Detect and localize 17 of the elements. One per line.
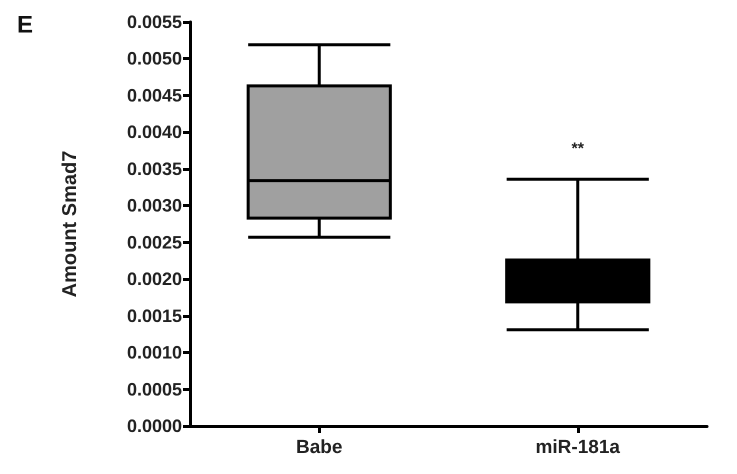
y-tick-label: 0.0010 (126, 342, 182, 363)
chart-title: E (17, 12, 34, 38)
y-tick-label: 0.0045 (126, 85, 182, 106)
x-tick-label: Babe (296, 437, 342, 458)
x-tick-label: miR-181a (536, 437, 620, 458)
annotation: ** (572, 140, 585, 158)
y-tick-label: 0.0000 (126, 416, 182, 436)
y-tick-label: 0.0055 (126, 12, 182, 32)
y-tick-label: 0.0015 (126, 306, 182, 326)
y-tick-label: 0.0020 (126, 269, 182, 290)
y-tick-label: 0.0035 (126, 158, 182, 179)
y-tick-label: 0.0025 (126, 232, 182, 252)
y-tick-label: 0.0050 (126, 48, 182, 69)
y-tick-label: 0.0005 (126, 379, 182, 400)
y-axis-title: Amount Smad7 (59, 150, 81, 298)
y-tick-label: 0.0030 (126, 196, 182, 216)
y-tick-label: 0.0040 (126, 122, 182, 142)
